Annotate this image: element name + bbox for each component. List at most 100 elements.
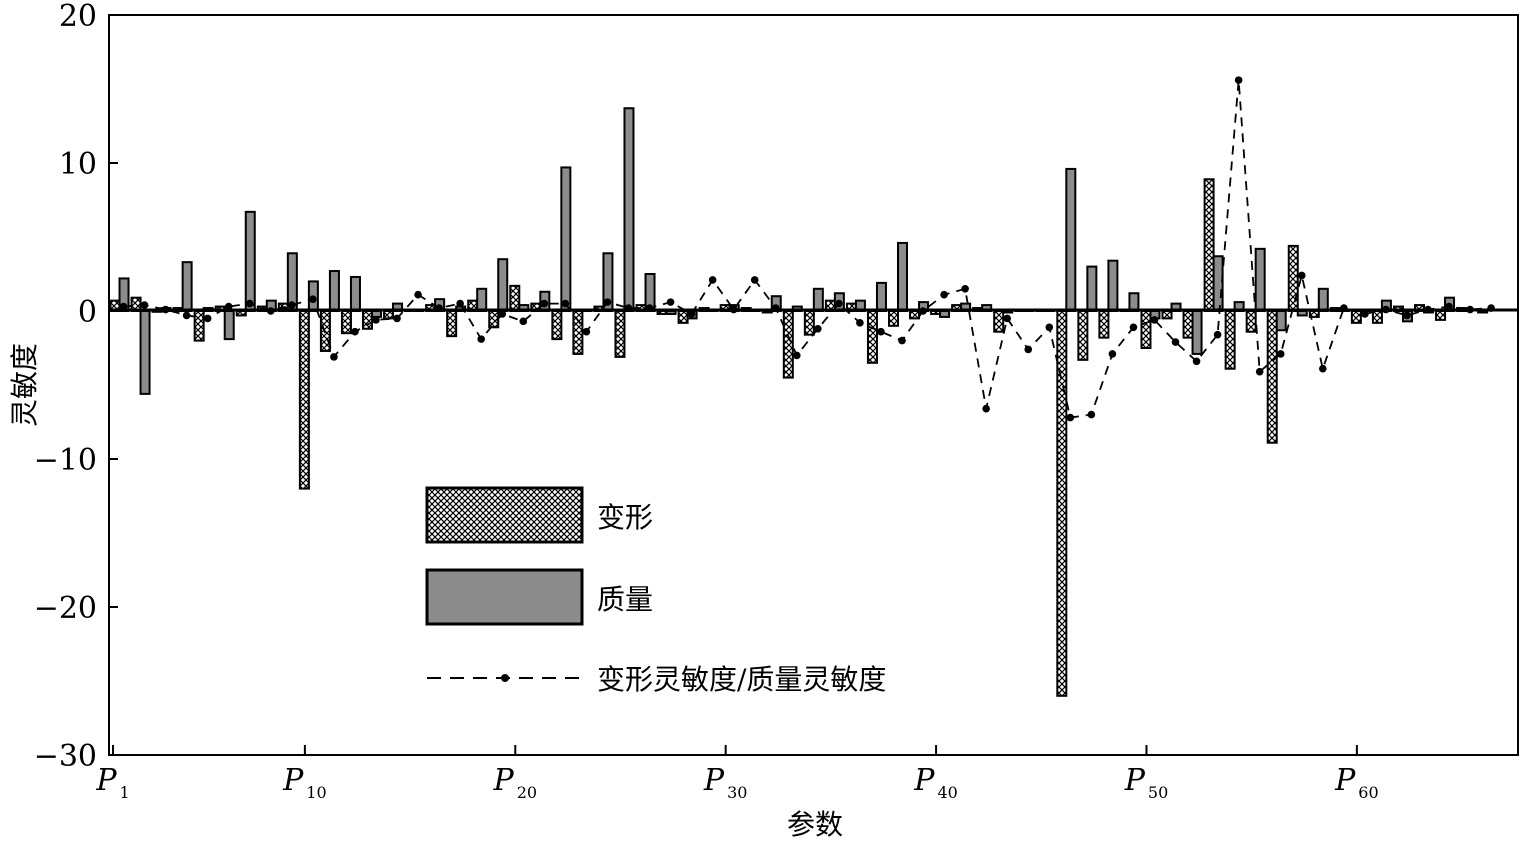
- bar-deformation: [1140, 310, 1152, 349]
- ratio-point: [1066, 413, 1075, 422]
- ratio-point: [372, 316, 380, 324]
- ratio-point: [1024, 345, 1033, 354]
- legend-label-ratio: 变形灵敏度/质量灵敏度: [597, 663, 886, 696]
- bar-mass: [1065, 167, 1077, 312]
- bar-deformation: [1371, 310, 1383, 324]
- bar-mass: [897, 241, 908, 312]
- x-tick-label: P 20: [493, 763, 538, 802]
- ratio-point: [288, 301, 296, 309]
- bar-deformation: [193, 310, 205, 342]
- ratio-point: [245, 299, 254, 308]
- ratio-point: [982, 404, 990, 413]
- bar-deformation: [1056, 310, 1068, 697]
- bar-mass: [476, 287, 488, 312]
- ratio-point: [1403, 311, 1411, 320]
- bar-deformation: [340, 310, 352, 335]
- bar-deformation: [298, 310, 310, 490]
- bar-deformation: [383, 310, 395, 320]
- y-tick-label: −20: [34, 591, 97, 626]
- ratio-point: [1276, 350, 1285, 358]
- bar-mass: [939, 310, 951, 318]
- bar-deformation: [509, 284, 521, 312]
- ratio-point: [1150, 316, 1159, 324]
- bar-deformation: [1077, 310, 1089, 361]
- bar-deformation: [1224, 310, 1236, 370]
- bar-deformation: [614, 310, 626, 358]
- bar-mass: [139, 310, 151, 395]
- ratio-point: [898, 336, 906, 345]
- ratio-point: [1234, 76, 1243, 84]
- bar-mass: [328, 270, 340, 313]
- ratio-point: [1192, 357, 1201, 366]
- ratio-point: [666, 298, 675, 306]
- ratio-point: [1361, 310, 1369, 318]
- bar-mass: [1275, 310, 1287, 332]
- legend: 变形 质量 变形灵敏度/质量灵敏度: [425, 486, 886, 696]
- ratio-point: [1213, 330, 1222, 339]
- y-tick-label: −10: [34, 443, 97, 478]
- bar-deformation: [1350, 310, 1362, 324]
- ratio-point: [835, 299, 843, 308]
- bar-mass: [349, 275, 361, 312]
- ratio-point: [224, 302, 233, 311]
- ratio-point: [1319, 364, 1327, 373]
- y-axis-title: 灵敏度: [8, 343, 41, 427]
- y-axis: 20 10 0 −10 −20 −30: [34, 0, 118, 774]
- ratio-point: [1045, 323, 1054, 332]
- bar-deformation: [993, 310, 1005, 333]
- plot-frame: [108, 14, 1519, 756]
- y-tick-label: −30: [34, 739, 97, 774]
- ratio-point: [1171, 338, 1180, 346]
- ratio-point: [540, 299, 549, 308]
- x-tick-label: P 30: [703, 763, 748, 802]
- ratio-point: [687, 310, 696, 318]
- y-tick-label: 10: [59, 147, 97, 182]
- bar-deformation: [1161, 310, 1173, 320]
- x-tick-label: P 40: [913, 763, 958, 802]
- x-tick-label: P 60: [1334, 763, 1379, 802]
- ratio-point: [203, 314, 212, 323]
- bar-mass: [875, 281, 887, 313]
- bar-mass: [623, 107, 635, 312]
- bar-deformation: [782, 310, 794, 379]
- bar-mass: [181, 261, 193, 313]
- bar-mass: [1128, 292, 1140, 312]
- ratio-point: [1445, 302, 1453, 311]
- ratio-point: [1087, 410, 1096, 419]
- ratio-point: [750, 276, 759, 284]
- ratio-point: [393, 314, 401, 323]
- bar-deformation: [1435, 310, 1447, 321]
- ratio-point: [182, 311, 191, 320]
- ratio-point: [498, 310, 507, 318]
- bar-mass: [244, 210, 256, 312]
- ratio-point: [961, 285, 969, 293]
- bar-mass: [497, 258, 509, 313]
- ratio-point: [1255, 367, 1264, 376]
- ratio-point: [309, 295, 317, 303]
- bars-layer: [109, 107, 1489, 697]
- ratio-point: [708, 276, 717, 284]
- bar-mass: [1212, 255, 1224, 312]
- bar-mass: [1317, 287, 1329, 312]
- ratio-point: [1129, 323, 1138, 332]
- y-tick-label: 0: [78, 295, 97, 330]
- ratio-point: [793, 351, 801, 360]
- bar-deformation: [677, 310, 689, 324]
- bar-deformation: [235, 310, 247, 317]
- y-tick-label: 20: [59, 0, 97, 34]
- bar-mass: [1254, 247, 1266, 312]
- x-tick-label: P 10: [282, 763, 327, 802]
- x-axis-title: 参数: [787, 808, 843, 841]
- bar-deformation: [1266, 310, 1278, 444]
- ratio-point: [582, 327, 591, 336]
- bar-deformation: [551, 310, 563, 341]
- ratio-point: [856, 319, 864, 327]
- bar-mass: [812, 287, 824, 312]
- bar-mass: [371, 310, 382, 318]
- bar-mass: [223, 310, 235, 341]
- bar-deformation: [1182, 310, 1194, 339]
- ratio-point: [1108, 350, 1117, 358]
- bar-deformation: [803, 310, 815, 336]
